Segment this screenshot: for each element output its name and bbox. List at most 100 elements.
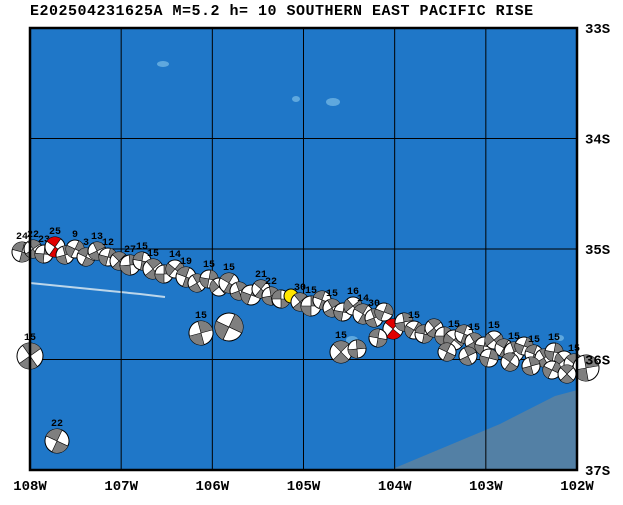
beachball-nodal-plane (51, 429, 63, 453)
beachball-quadrant (386, 329, 401, 339)
beachball-quadrant (155, 274, 164, 283)
beachball-quadrant (324, 308, 337, 317)
depth-label: 14 (169, 250, 181, 261)
focal-mechanism (437, 342, 457, 362)
depth-label: 27 (124, 245, 136, 256)
beachball-nodal-plane (182, 267, 190, 287)
beachball-quadrant (545, 350, 554, 361)
beachball-quadrant (35, 253, 44, 263)
focal-mechanism (479, 348, 499, 368)
beachball-quadrant (22, 343, 41, 356)
beachball-quadrant (19, 356, 38, 369)
beachball-quadrant (376, 338, 387, 347)
lon-tick-label: 107W (104, 479, 138, 495)
beachball-quadrant (99, 254, 108, 266)
lon-tick-label: 105W (287, 479, 321, 495)
lat-tick-label: 34S (585, 133, 610, 149)
focal-mechanism (16, 342, 44, 370)
beachball-nodal-plane (333, 344, 349, 360)
beachball-quadrant (327, 299, 340, 308)
beachball-quadrant (428, 319, 441, 328)
depth-label: 25 (49, 227, 61, 238)
depth-label: 15 (508, 332, 520, 343)
depth-label: 15 (528, 335, 540, 346)
beachball-quadrant (334, 310, 343, 321)
beachball-quadrant (220, 273, 234, 283)
depth-label: 22 (265, 277, 277, 288)
depth-label: 15 (203, 260, 215, 271)
beachball-quadrant (402, 313, 413, 322)
beachball-quadrant (112, 252, 126, 261)
depth-label: 15 (136, 242, 148, 253)
beachball-quadrant (504, 362, 518, 371)
beachball-quadrant (254, 280, 267, 289)
bathymetry-patch (292, 96, 300, 102)
beachball-quadrant (12, 242, 25, 252)
lon-tick-label: 106W (196, 479, 230, 495)
beachball-nodal-plane (19, 242, 25, 262)
beachball-quadrant (301, 306, 311, 316)
depth-label: 15 (326, 289, 338, 300)
beachball-quadrant (46, 237, 61, 247)
beachball-quadrant (262, 296, 273, 305)
beachball-nodal-plane (223, 274, 235, 292)
depth-label: 15 (305, 286, 317, 297)
beachball-quadrant (56, 255, 68, 264)
focal-mechanism (521, 356, 541, 376)
beachball-quadrant (560, 365, 574, 374)
beachball-quadrant (522, 366, 534, 375)
beachball-nodal-plane (140, 252, 144, 270)
beachball-quadrant (395, 322, 406, 331)
beachball-nodal-plane (560, 367, 574, 381)
depth-label: 15 (223, 263, 235, 274)
focal-mechanism (368, 328, 388, 348)
depth-label: 24 (16, 232, 28, 243)
depth-label: 15 (548, 333, 560, 344)
depth-label: 15 (335, 331, 347, 342)
focal-mechanism (458, 346, 478, 366)
beachball-nodal-plane (25, 243, 41, 255)
beachball-quadrant (294, 293, 307, 302)
depth-label: 3 (83, 238, 89, 249)
bathymetry-patch (326, 98, 340, 106)
beachball-quadrant (333, 352, 349, 363)
beachball-quadrant (502, 353, 516, 362)
beachball-quadrant (197, 321, 213, 333)
focal-mechanism (347, 339, 367, 359)
beachball-nodal-plane (376, 329, 380, 347)
focal-mechanism (214, 312, 244, 342)
beachball-nodal-plane (504, 354, 516, 370)
beachball-nodal-plane (480, 355, 498, 361)
beachball-quadrant (120, 265, 131, 275)
beachball-quadrant (415, 325, 426, 334)
beachball-quadrant (189, 283, 202, 292)
beachball-quadrant (333, 341, 349, 352)
beachball-quadrant (200, 277, 209, 288)
beachball-nodal-plane (395, 320, 413, 324)
beachball-quadrant (528, 357, 540, 366)
depth-label: 15 (195, 311, 207, 322)
beachball-quadrant (133, 252, 144, 261)
beachball-quadrant (405, 325, 414, 338)
depth-label: 23 (38, 235, 50, 246)
beachball-quadrant (485, 333, 494, 346)
beachball-nodal-plane (189, 329, 213, 337)
beachball-quadrant (356, 340, 366, 349)
beachball-nodal-plane (446, 333, 462, 347)
depth-label: 21 (255, 270, 267, 281)
focal-mechanism (374, 302, 394, 322)
slope-polygon (390, 390, 577, 470)
lat-tick-label: 36S (585, 354, 610, 370)
beachball-nodal-plane (145, 262, 161, 276)
beachball-nodal-plane (460, 325, 468, 343)
depth-label: 15 (488, 321, 500, 332)
beachball-quadrant (354, 304, 368, 314)
map-frame (28, 26, 579, 472)
beachball-nodal-plane (318, 291, 326, 309)
depth-label: 15 (408, 311, 420, 322)
beachball-quadrant (189, 333, 205, 345)
beachball-nodal-plane (112, 254, 126, 268)
beachball-nodal-plane (216, 320, 242, 334)
beachball-nodal-plane (254, 281, 268, 297)
